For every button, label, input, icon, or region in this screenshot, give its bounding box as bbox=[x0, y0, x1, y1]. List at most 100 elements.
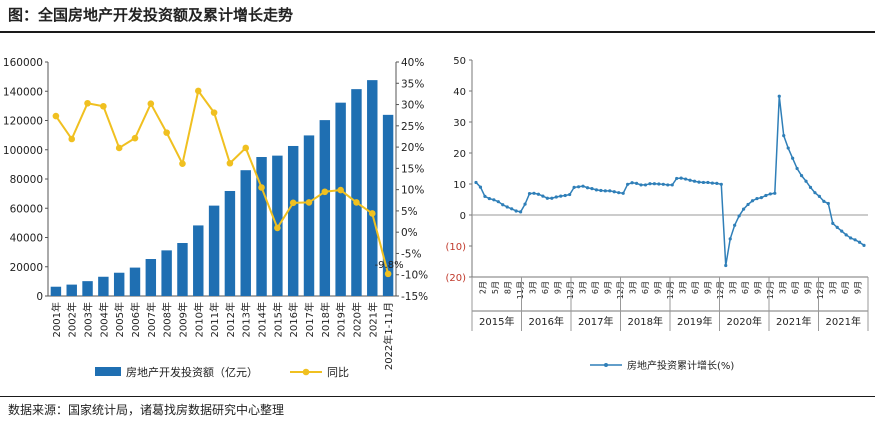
yoy-point bbox=[368, 210, 376, 217]
left-tick-label: 20000 bbox=[10, 262, 43, 274]
source-divider bbox=[0, 396, 875, 397]
growth-point bbox=[857, 240, 862, 244]
year-label: 2020年 bbox=[727, 315, 762, 328]
growth-point bbox=[545, 196, 549, 200]
growth-point bbox=[514, 209, 518, 213]
left-tick-label: 0 bbox=[36, 291, 43, 303]
yoy-point bbox=[194, 87, 202, 95]
bar bbox=[66, 284, 77, 296]
growth-point bbox=[817, 194, 822, 198]
x-tick-label: 2002年 bbox=[66, 302, 79, 337]
y-tick-label: (20) bbox=[445, 273, 466, 284]
growth-point bbox=[782, 134, 786, 138]
year-label: 2019年 bbox=[677, 315, 712, 328]
growth-point bbox=[786, 146, 790, 150]
growth-point bbox=[487, 196, 491, 201]
growth-point bbox=[849, 236, 853, 240]
bar bbox=[240, 170, 251, 296]
yoy-point bbox=[384, 270, 392, 278]
bar bbox=[382, 114, 394, 296]
right-tick-label: -5% bbox=[401, 248, 421, 260]
growth-point bbox=[835, 225, 839, 229]
bar bbox=[319, 120, 331, 297]
growth-point bbox=[505, 205, 509, 209]
growth-point bbox=[764, 193, 768, 198]
y-tick-label: 40 bbox=[453, 87, 466, 98]
x-tick-label: 2018年 bbox=[319, 302, 332, 337]
growth-point bbox=[478, 185, 483, 189]
month-tick-label: 6月 bbox=[841, 281, 850, 294]
growth-point bbox=[536, 192, 541, 196]
bar bbox=[177, 243, 188, 296]
growth-point bbox=[759, 196, 764, 200]
growth-point bbox=[773, 191, 777, 195]
x-tick-label: 2004年 bbox=[97, 302, 110, 337]
growth-point bbox=[840, 229, 844, 233]
page-title: 图：全国房地产开发投资额及累计增长走势 bbox=[8, 6, 294, 24]
yoy-point bbox=[226, 159, 234, 167]
legend-bar-swatch bbox=[95, 367, 121, 376]
month-tick-label: 9月 bbox=[804, 281, 813, 294]
month-tick-label: 6月 bbox=[691, 281, 700, 294]
growth-point bbox=[657, 182, 661, 186]
growth-point bbox=[612, 190, 616, 194]
growth-point bbox=[862, 243, 866, 247]
growth-point bbox=[701, 180, 706, 185]
month-tick-label: 12月 bbox=[766, 281, 775, 299]
x-tick-label: 2003年 bbox=[82, 302, 95, 337]
growth-point bbox=[813, 191, 817, 195]
yoy-point bbox=[131, 134, 139, 142]
right-tick-label: 0% bbox=[401, 227, 418, 239]
month-tick-label: 12月 bbox=[716, 281, 725, 299]
bar bbox=[208, 205, 220, 296]
x-tick-label: 2010年 bbox=[192, 302, 205, 337]
yoy-point bbox=[210, 109, 218, 116]
y-tick-label: 10 bbox=[453, 180, 466, 191]
y-tick-label: 30 bbox=[453, 118, 466, 129]
yoy-point bbox=[179, 160, 186, 167]
y-tick-label: 20 bbox=[453, 149, 466, 160]
growth-point bbox=[474, 180, 478, 185]
x-tick-label: 2009年 bbox=[176, 302, 189, 337]
legend-line-marker bbox=[604, 363, 608, 367]
growth-point bbox=[608, 189, 612, 193]
growth-point bbox=[831, 221, 835, 225]
left-tick-label: 60000 bbox=[10, 203, 43, 215]
year-label: 2021年 bbox=[776, 315, 811, 328]
month-tick-label: 6月 bbox=[791, 281, 800, 294]
x-tick-label: 2001年 bbox=[50, 302, 63, 337]
growth-point bbox=[697, 180, 701, 184]
right-tick-label: 25% bbox=[401, 121, 424, 133]
x-tick-label: 2017年 bbox=[303, 302, 316, 337]
growth-point bbox=[746, 202, 750, 207]
growth-point bbox=[643, 183, 648, 187]
month-tick-label: 5月 bbox=[491, 281, 500, 294]
growth-point bbox=[777, 94, 781, 98]
left-tick-label: 120000 bbox=[3, 116, 43, 128]
x-tick-label: 2022年1-11月 bbox=[382, 302, 395, 370]
growth-point bbox=[603, 189, 607, 193]
growth-point bbox=[590, 187, 594, 191]
growth-point bbox=[550, 196, 554, 200]
growth-point bbox=[496, 200, 500, 204]
year-label: 2015年 bbox=[479, 315, 514, 328]
growth-point bbox=[492, 198, 496, 202]
yoy-annotation: -9.8% bbox=[375, 260, 404, 271]
growth-point bbox=[527, 192, 532, 196]
legend-line-label: 同比 bbox=[327, 366, 349, 379]
yoy-point bbox=[305, 199, 313, 206]
right-tick-label: 10% bbox=[401, 185, 424, 197]
bar bbox=[256, 157, 267, 296]
growth-point bbox=[728, 237, 732, 241]
growth-point bbox=[541, 194, 545, 198]
growth-point bbox=[501, 203, 505, 207]
growth-point bbox=[737, 214, 741, 218]
x-tick-label: 2008年 bbox=[161, 302, 174, 337]
right-tick-label: 35% bbox=[401, 78, 424, 90]
growth-point bbox=[532, 191, 536, 195]
growth-point bbox=[804, 179, 808, 183]
bar bbox=[193, 225, 204, 296]
right-tick-label: -15% bbox=[401, 291, 428, 303]
yoy-point bbox=[84, 99, 91, 107]
